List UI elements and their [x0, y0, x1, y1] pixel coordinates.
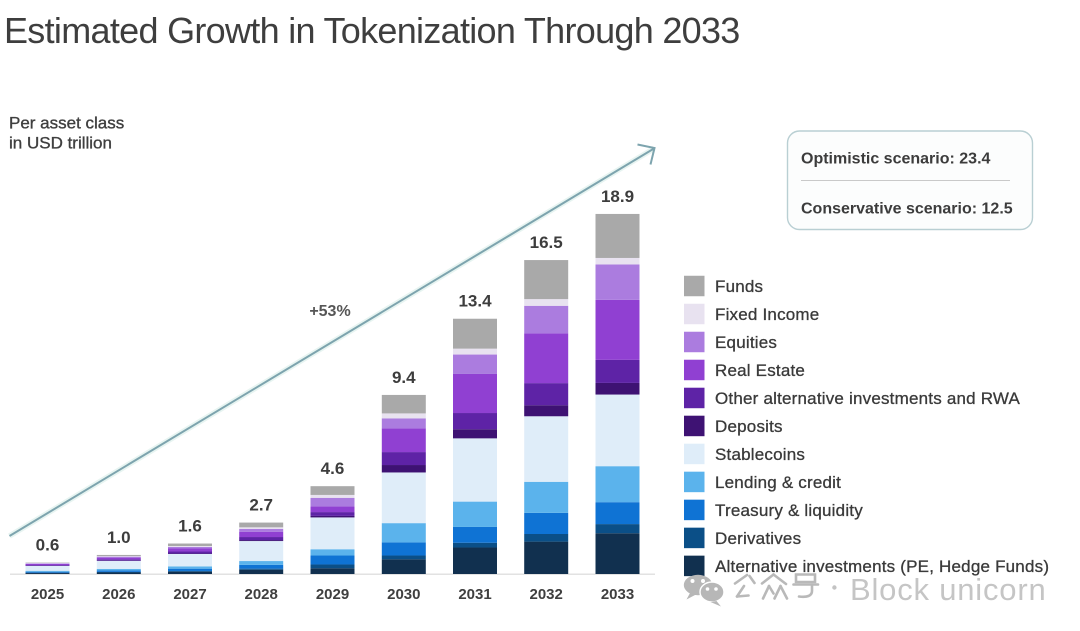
svg-text:Funds: Funds: [715, 277, 763, 296]
svg-text:18.9: 18.9: [601, 187, 634, 206]
svg-text:1.6: 1.6: [178, 517, 202, 536]
svg-text:Estimated Growth in Tokenizati: Estimated Growth in Tokenization Through…: [4, 10, 740, 51]
svg-text:Deposits: Deposits: [715, 417, 783, 436]
svg-text:Equities: Equities: [715, 333, 777, 352]
svg-text:Stablecoins: Stablecoins: [715, 445, 805, 464]
svg-text:Conservative scenario: 12.5: Conservative scenario: 12.5: [801, 201, 1013, 218]
svg-text:1.0: 1.0: [107, 528, 131, 547]
svg-text:Fixed Income: Fixed Income: [715, 305, 819, 324]
svg-text:13.4: 13.4: [458, 292, 492, 311]
svg-text:4.6: 4.6: [321, 459, 345, 478]
svg-text:9.4: 9.4: [392, 368, 416, 387]
svg-text:0.6: 0.6: [36, 536, 60, 555]
svg-text:Block unicorn: Block unicorn: [850, 572, 1047, 607]
svg-text:Real Estate: Real Estate: [715, 361, 805, 380]
svg-text:Derivatives: Derivatives: [715, 529, 801, 548]
svg-text:2031: 2031: [458, 586, 491, 603]
svg-text:2028: 2028: [245, 586, 278, 603]
svg-text:Per asset class: Per asset class: [9, 114, 124, 133]
svg-text:2027: 2027: [173, 586, 206, 603]
svg-text:2.7: 2.7: [249, 496, 273, 515]
svg-text:2030: 2030: [387, 586, 420, 603]
svg-text:in USD trillion: in USD trillion: [9, 134, 112, 153]
svg-text:2032: 2032: [530, 586, 563, 603]
svg-text:2029: 2029: [316, 586, 349, 603]
svg-text:Other alternative investments: Other alternative investments and RWA: [715, 389, 1020, 408]
svg-text:2033: 2033: [601, 586, 634, 603]
svg-text:Lending & credit: Lending & credit: [715, 473, 841, 492]
svg-text:Treasury & liquidity: Treasury & liquidity: [715, 501, 863, 520]
svg-text:16.5: 16.5: [530, 233, 563, 252]
svg-text:Alternative investments (PE, H: Alternative investments (PE, Hedge Funds…: [715, 557, 1049, 576]
svg-text:2025: 2025: [31, 586, 64, 603]
svg-text:+53%: +53%: [309, 303, 350, 320]
svg-text:2026: 2026: [102, 586, 135, 603]
svg-text:Optimistic scenario: 23.4: Optimistic scenario: 23.4: [801, 151, 991, 168]
